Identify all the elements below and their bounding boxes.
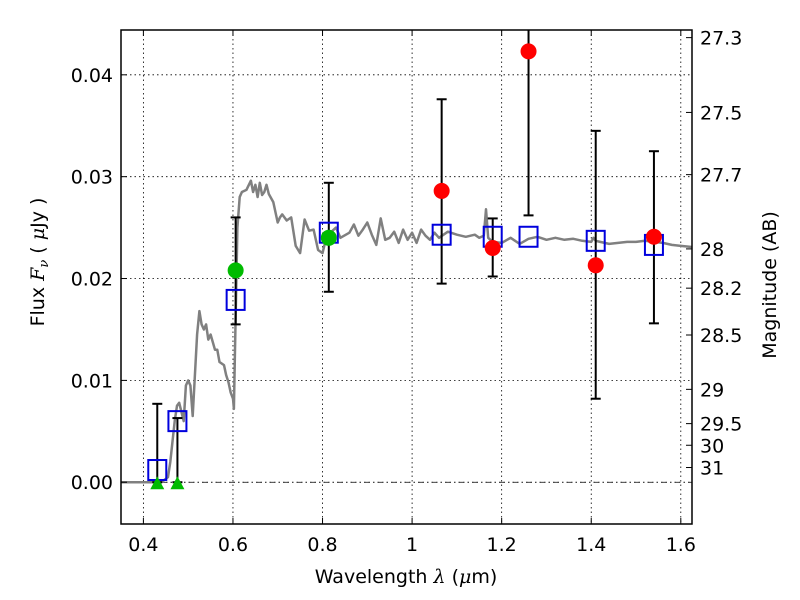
red-detection-point: [484, 239, 501, 256]
red-detection-point: [520, 43, 537, 60]
y-tick-label: 0.02: [71, 269, 113, 291]
y2-tick-label: 27.3: [700, 28, 742, 50]
x-axis: 0.4 0.6 0.8 1 1.2 1.4 1.6: [128, 30, 696, 556]
x-tick-label: 1: [406, 534, 418, 556]
x-tick-label: 0.6: [218, 534, 248, 556]
spectrum-line: [121, 179, 692, 484]
x-tick-label: 1.2: [487, 534, 517, 556]
green-detection-point: [320, 229, 337, 246]
y2-tick-label: 28.2: [700, 278, 742, 300]
y2-tick-label: 29: [700, 379, 724, 401]
y2-tick-label: 30: [700, 435, 724, 457]
model-photometry-square: [167, 410, 188, 433]
grid-lines: [121, 30, 692, 524]
y2-tick-label: 31: [700, 458, 724, 480]
y-tick-label: 0.01: [71, 370, 113, 392]
upper-limit-triangle: [170, 476, 185, 490]
model-photometry-square: [518, 225, 539, 248]
series-layer: [121, 30, 692, 490]
y2-tick-label: 28.5: [700, 325, 742, 347]
x-tick-label: 0.8: [307, 534, 337, 556]
x-tick-label: 1.6: [666, 534, 696, 556]
x-tick-label: 1.4: [576, 534, 606, 556]
red-detection-point: [433, 182, 450, 199]
red-detection-point: [587, 257, 604, 274]
green-detection-point: [227, 262, 244, 279]
red-detection-point: [645, 228, 662, 245]
y2-tick-label: 27.7: [700, 165, 742, 187]
model-photometry-square: [225, 288, 246, 311]
y-tick-label: 0.03: [71, 167, 113, 189]
y-tick-label: 0.04: [71, 65, 113, 87]
y-axis-left: 0.00 0.01 0.02 0.03 0.04: [71, 65, 127, 494]
upper-limit-triangle: [150, 476, 165, 490]
x-tick-label: 0.4: [128, 534, 158, 556]
y2-tick-label: 29.5: [700, 414, 742, 436]
y-tick-label: 0.00: [71, 472, 113, 494]
y-axis-label: Flux Fν ( μJy ): [27, 198, 52, 327]
y2-tick-label: 28: [700, 239, 724, 261]
x-axis-label: Wavelength λ (μm): [315, 566, 498, 588]
plot-frame: [120, 29, 693, 525]
y2-axis-label: Magnitude (AB): [759, 211, 781, 359]
model-photometry-square: [431, 223, 452, 246]
model-photometry-square: [585, 229, 606, 252]
y2-tick-label: 27.5: [700, 102, 742, 124]
